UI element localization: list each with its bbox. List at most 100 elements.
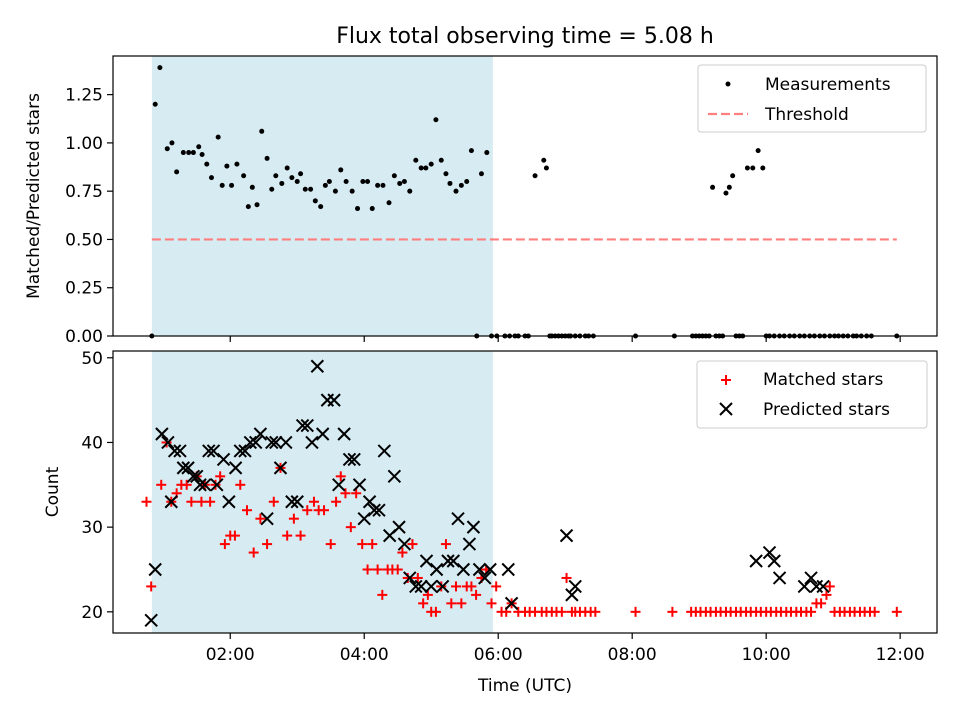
bottom-y-axis-label: Count — [43, 466, 63, 517]
predicted-point — [372, 503, 386, 517]
measurement-point — [322, 182, 328, 188]
predicted-point-b — [559, 528, 574, 543]
matched-point — [156, 479, 167, 490]
measurement-point — [375, 182, 381, 188]
measurement-point — [428, 161, 434, 167]
measurement-point — [294, 179, 300, 185]
predicted-point — [164, 495, 178, 509]
matched-point — [471, 589, 482, 600]
predicted-point-b — [435, 579, 450, 594]
matched-point — [806, 606, 817, 617]
predicted-point — [198, 478, 212, 492]
measurement-point — [186, 150, 192, 156]
x-tick-label-3: 08:00 — [608, 645, 657, 665]
predicted-point — [816, 579, 830, 594]
measurement-point — [380, 182, 386, 188]
measurement-point — [453, 188, 459, 194]
x-tick-label-1: 04:00 — [340, 645, 389, 665]
y-tick-label-0-1: 0.25 — [65, 279, 103, 299]
matched-point — [295, 530, 306, 541]
bottom-shaded-interval — [151, 351, 493, 633]
predicted-point-b — [414, 579, 428, 594]
predicted-point — [273, 461, 288, 475]
y-tick-label-0-0: 0.00 — [65, 327, 103, 347]
predicted-point-b — [362, 495, 377, 509]
predicted-point — [424, 579, 438, 594]
measurement-point — [750, 165, 756, 171]
matched-point — [446, 598, 457, 609]
y-tick-label-1-3: 50 — [81, 349, 103, 369]
matched-point — [181, 479, 192, 490]
measurement-point — [259, 128, 265, 134]
x-tick-label-4: 10:00 — [742, 645, 791, 665]
predicted-point-b — [173, 444, 187, 458]
predicted-point-b — [749, 554, 763, 568]
measurement-point — [438, 157, 444, 163]
predicted-point-b — [210, 478, 224, 492]
measurement-point — [338, 167, 344, 173]
predicted-point — [429, 562, 444, 577]
predicted-point-b — [403, 571, 417, 585]
predicted-point-b — [392, 520, 406, 534]
predicted-point — [210, 478, 224, 492]
predicted-point — [155, 427, 169, 441]
matched-point — [466, 581, 477, 592]
predicted-point-b — [483, 562, 497, 577]
predicted-point-b — [429, 562, 444, 577]
measurement-point — [413, 157, 419, 163]
predicted-point — [804, 571, 818, 585]
measurement-point — [397, 180, 403, 186]
predicted-point — [269, 435, 283, 450]
measurement-point — [180, 150, 186, 156]
measurement-point — [196, 144, 202, 150]
predicted-point-b — [372, 503, 386, 517]
predicted-point-b — [332, 478, 346, 492]
predicted-point — [446, 554, 461, 568]
predicted-point — [568, 579, 582, 594]
matched-point — [302, 505, 313, 516]
measurement-point — [245, 204, 251, 210]
predicted-point — [403, 571, 417, 585]
legend-measurements-label: Measurements — [765, 75, 891, 95]
predicted-point — [332, 478, 346, 492]
predicted-point-b — [352, 478, 367, 492]
predicted-point-b — [176, 461, 191, 475]
predicted-point — [397, 537, 412, 551]
measurement-point — [229, 182, 235, 188]
predicted-point-b — [144, 613, 158, 628]
predicted-point-b — [310, 359, 325, 373]
measurement-point — [464, 179, 470, 185]
matched-point — [590, 606, 601, 617]
predicted-point — [392, 520, 406, 534]
measurement-point — [710, 184, 716, 190]
top-x-ticks — [229, 336, 901, 342]
measurement-point — [190, 150, 196, 156]
measurement-point — [541, 157, 547, 163]
x-tick-label-0: 02:00 — [206, 645, 255, 665]
matched-point — [412, 572, 423, 583]
predicted-point-b — [419, 554, 434, 568]
matched-point — [456, 598, 467, 609]
predicted-point — [767, 554, 781, 568]
predicted-point-b — [248, 435, 263, 450]
measurement-point — [723, 190, 729, 196]
matched-point — [816, 598, 827, 609]
legend-predicted-marker — [719, 402, 733, 416]
x-axis-label: Time (UTC) — [477, 676, 572, 696]
predicted-point — [248, 435, 263, 450]
predicted-point — [243, 435, 258, 450]
predicted-point — [466, 520, 481, 534]
matched-point — [141, 496, 152, 507]
predicted-point-b — [269, 435, 283, 450]
predicted-point — [472, 562, 487, 577]
matched-point — [556, 606, 567, 617]
top-shaded-interval — [151, 56, 493, 336]
measurement-point — [532, 173, 538, 179]
predicted-point — [565, 588, 579, 602]
measurement-point — [391, 173, 397, 179]
chart-title: Flux total observing time = 5.08 h — [336, 24, 714, 49]
matched-point — [440, 539, 451, 550]
matched-point — [422, 589, 433, 600]
predicted-point-b — [164, 495, 178, 509]
top-y-ticks: 0.00 0.25 0.50 0.75 1.00 1.25 — [65, 86, 113, 347]
